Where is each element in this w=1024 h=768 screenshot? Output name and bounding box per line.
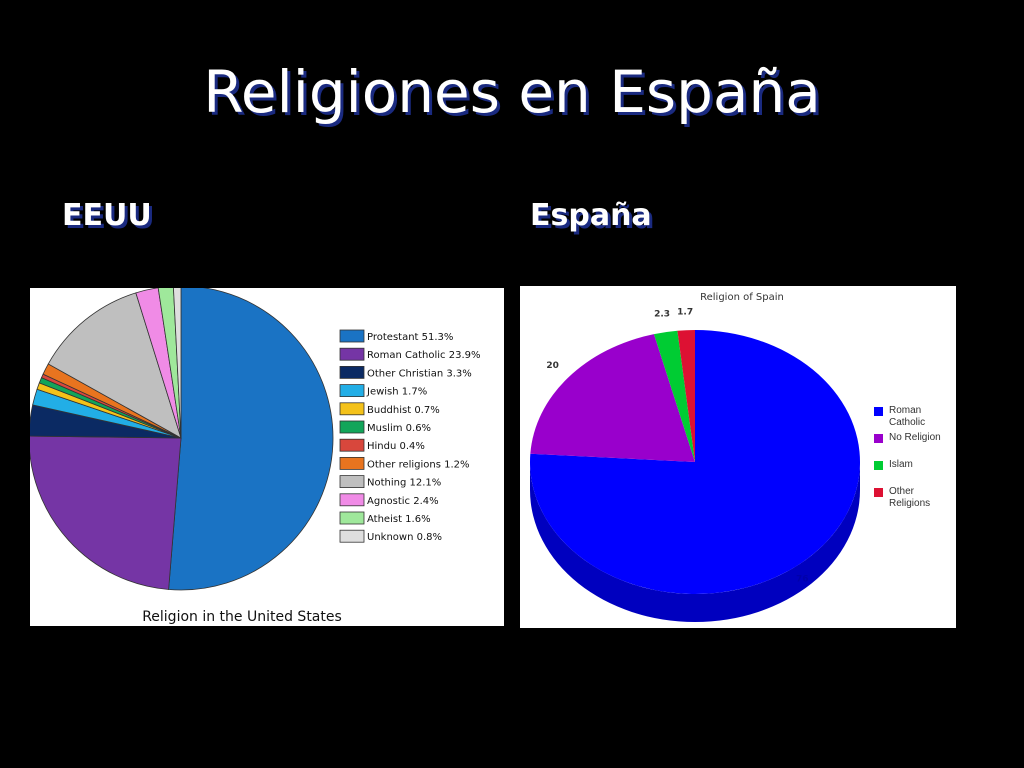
legend-swatch (339, 329, 365, 343)
spain-chart-panel: Religion of Spain 76 20 2.3 1.7 Roman Catho… (520, 286, 956, 628)
legend-label: Protestant 51.3% (367, 332, 453, 343)
slice (135, 288, 182, 439)
legend-swatch (339, 438, 365, 452)
data-label: 1.7 (677, 307, 693, 317)
legend-swatch (339, 456, 365, 470)
slice (168, 288, 334, 591)
chart-title: Religion in the United States (142, 609, 342, 625)
us-chart-panel: Religion in the United States Protestant… (30, 288, 504, 626)
legend-label: Other Christian 3.3% (367, 368, 472, 379)
legend-label: Muslim 0.6% (367, 423, 431, 434)
legend-label: Nothing 12.1% (367, 478, 441, 489)
data-label: 76 (796, 574, 809, 584)
slice-side (530, 462, 860, 622)
slice (173, 288, 182, 439)
chart-title: Religion of Spain (700, 292, 784, 303)
slide-title: Religiones en España (203, 58, 821, 126)
slice (677, 330, 695, 462)
heading: España (530, 198, 652, 233)
legend-swatch (339, 366, 365, 379)
legend-label: Jewish 1.7% (366, 387, 427, 398)
legend-label: Roman Catholic 23.9% (367, 350, 481, 361)
data-label: 20 (546, 361, 559, 371)
legend-label: Other Religions (889, 486, 931, 509)
legend-label: Atheist 1.6% (367, 514, 431, 525)
legend-swatch (874, 434, 883, 443)
legend-swatch (339, 347, 365, 361)
heading: EEUU (62, 198, 152, 233)
legend-swatch (339, 493, 365, 507)
legend-swatch (339, 402, 365, 416)
chart: Religion in the United States Protestant… (30, 288, 481, 625)
legend-swatch (874, 488, 883, 497)
slice (47, 292, 182, 439)
legend-swatch (874, 407, 883, 416)
data-label: 2.3 (654, 310, 670, 320)
slice (653, 330, 695, 462)
legend-label: Islam (889, 459, 913, 470)
legend-label: Agnostic 2.4% (367, 496, 439, 507)
legend-label: Other religions 1.2% (367, 459, 470, 470)
legend-label: Unknown 0.8% (367, 532, 442, 543)
legend-swatch (874, 461, 883, 470)
chart: Religion of Spain 76 20 2.3 1.7 (530, 292, 860, 622)
legend-swatch (339, 384, 365, 397)
legend-label: Roman Catholic (889, 405, 926, 428)
slice (530, 334, 695, 462)
legend-label: No Religion (889, 432, 941, 443)
legend-swatch (339, 420, 365, 434)
legend-label: Buddhist 0.7% (367, 405, 440, 416)
legend-swatch (339, 529, 365, 543)
legend-swatch (339, 511, 365, 525)
slice (30, 435, 182, 590)
legend-swatch (339, 475, 365, 489)
legend-label: Hindu 0.4% (367, 441, 425, 452)
